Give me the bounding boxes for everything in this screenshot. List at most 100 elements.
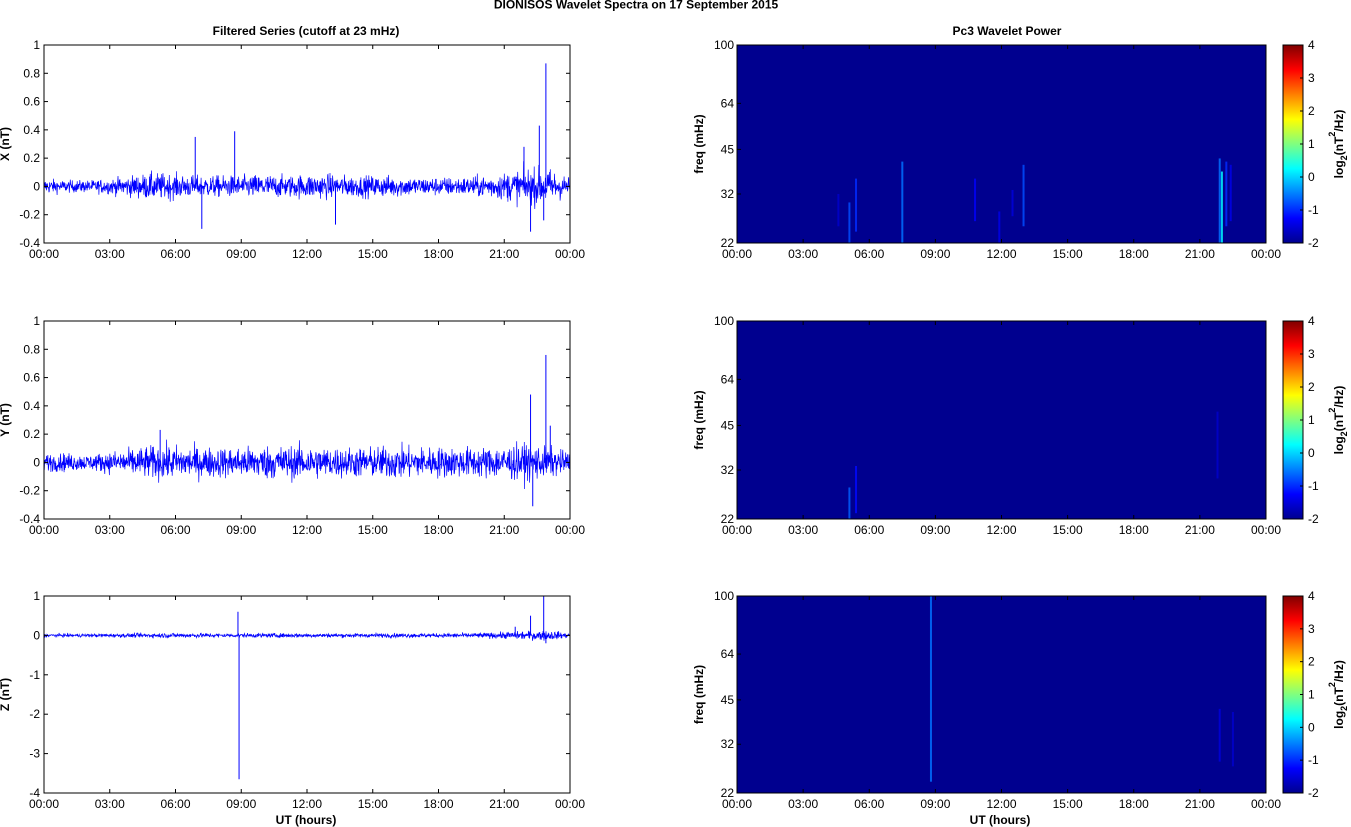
spectrum-x-power-feature: [1022, 164, 1025, 227]
spectrum-z-power-feature: [1231, 712, 1234, 767]
series-x-ytick-label: 0.8: [23, 66, 40, 80]
spectrum-y-background: [737, 321, 1266, 519]
colorbar-label-part: 2: [1327, 682, 1337, 687]
spectrum-z-colorbar-tick-label: -2: [1308, 786, 1319, 800]
colorbar-label-part: (nT: [1332, 687, 1346, 706]
spectrum-z-colorbar-tick-label: 0: [1308, 720, 1315, 734]
spectrum-y-colorbar-tick-label: -1: [1308, 479, 1319, 493]
series-x-ytick-label: -0.4: [19, 236, 40, 250]
spectrum-y-ylabel: freq (mHz): [692, 390, 706, 449]
series-z-ytick-label: 0: [33, 628, 40, 642]
spectrum-x-colorbar-tick-label: -2: [1308, 236, 1319, 250]
series-x-ytick-label: 1: [33, 38, 40, 52]
series-x-xtick-label: 06:00: [160, 247, 190, 261]
spectrum-z-xtick-label: 00:00: [722, 797, 752, 811]
series-z-ytick-label: -1: [29, 668, 40, 682]
colorbar-label-part: 2: [1327, 408, 1337, 413]
spectrum-z-colorbar-tick-label: 1: [1308, 688, 1315, 702]
spectrum-y-ytick-label: 32: [721, 463, 735, 477]
series-x-ytick-label: 0.4: [23, 123, 40, 137]
series-y-ytick-label: 0.6: [23, 371, 40, 385]
series-y-xtick-label: 21:00: [489, 523, 519, 537]
series-x-panel: -0.4 -0.2 0 0.2 0.4 0.6 0.8 1 00:00 03:00 06:00 09:…: [0, 38, 585, 261]
spectrum-y-power-feature: [1216, 411, 1219, 479]
series-x-xtick-label: 09:00: [226, 247, 256, 261]
series-y-xtick-label: 15:00: [358, 523, 388, 537]
series-y-ytick-label: 0.2: [23, 427, 40, 441]
series-y-ytick-label: 0: [33, 455, 40, 469]
series-y-xtick-label: 00:00: [29, 523, 59, 537]
colorbar-label-part: 2: [1327, 132, 1337, 137]
spectrum-z-ytick-label: 22: [721, 786, 735, 800]
series-z-ylabel: Z (nT): [0, 678, 12, 711]
series-x-ytick-label: 0: [33, 179, 40, 193]
spectrum-z-xtick-label: 15:00: [1053, 797, 1083, 811]
spectrum-z-power-feature: [1218, 708, 1221, 762]
spectrum-x-colorbar-tick-label: 3: [1308, 71, 1315, 85]
series-z-panel: -4 -3 -2 -1 0 1 00:00 03:00 06:00 09:00 12:00 15:00…: [0, 589, 585, 811]
colorbar-label-part: 2: [1339, 706, 1349, 711]
spectrum-x-xtick-label: 12:00: [986, 247, 1016, 261]
spectrum-y-xtick-label: 00:00: [722, 523, 752, 537]
series-x-xtick-label: 18:00: [423, 247, 453, 261]
spectrum-y-ytick-label: 22: [721, 512, 735, 526]
series-z-xtick-label: 18:00: [423, 797, 453, 811]
spectrum-x-ytick-label: 45: [721, 142, 735, 156]
spectrum-z-ytick-label: 32: [721, 737, 735, 751]
spectrum-z-colorbar-tick-label: 4: [1308, 589, 1315, 603]
series-z-plot-area: [44, 596, 570, 793]
spectrum-x-colorbar-tick-label: -1: [1308, 203, 1319, 217]
spectrum-x-xtick-label: 03:00: [788, 247, 818, 261]
series-x-xtick-label: 21:00: [489, 247, 519, 261]
colorbar-label-part: /Hz): [1332, 110, 1346, 132]
series-x-ytick-label: 0.6: [23, 95, 40, 109]
spectrum-x-power-feature: [1225, 161, 1228, 227]
spectrum-x-ylabel: freq (mHz): [692, 114, 706, 173]
spectrum-y-xtick-label: 09:00: [920, 523, 950, 537]
series-z-ytick-label: -2: [29, 707, 40, 721]
spectrum-y-colorbar-tick-label: -2: [1308, 512, 1319, 526]
series-y-xtick-label: 03:00: [95, 523, 125, 537]
spectrum-y-xtick-label: 03:00: [788, 523, 818, 537]
series-y-xtick-label: 00:00: [555, 523, 585, 537]
spectrum-y-colorbar-label: log2(nT2/Hz): [1327, 386, 1349, 455]
spectrum-z-colorbar-tick-label: 2: [1308, 655, 1315, 669]
colorbar-label-part: (nT: [1332, 136, 1346, 155]
spectrum-x-colorbar-tick-label: 1: [1308, 137, 1315, 151]
spectrum-y-colorbar-tick-label: 4: [1308, 314, 1315, 328]
series-y-ytick-label: 0.8: [23, 342, 40, 356]
spectrum-x-power-feature: [855, 178, 858, 232]
spectrum-x-power-feature: [1011, 189, 1014, 217]
series-y-plot-area: [44, 321, 570, 519]
colorbar-label-part: /Hz): [1332, 660, 1346, 682]
spectrum-z-colorbar-tick-label: -1: [1308, 753, 1319, 767]
spectrum-y-xtick-label: 12:00: [986, 523, 1016, 537]
spectrum-y-power-feature: [855, 465, 858, 514]
spectrum-z-colorbar-label: log2(nT2/Hz): [1327, 660, 1349, 729]
spectrum-z-xtick-label: 00:00: [1251, 797, 1281, 811]
spectrum-x-xtick-label: 06:00: [854, 247, 884, 261]
series-y-ytick-label: 1: [33, 314, 40, 328]
figure-title: DIONISOS Wavelet Spectra on 17 September…: [494, 0, 779, 12]
spectrum-x-power-feature: [837, 194, 840, 227]
spectrum-z-power-feature: [929, 596, 932, 782]
spectrum-y-ytick-label: 45: [721, 418, 735, 432]
series-x-xtick-label: 00:00: [555, 247, 585, 261]
series-z-xtick-label: 00:00: [29, 797, 59, 811]
series-y-ylabel: Y (nT): [0, 403, 12, 437]
series-z-ytick-label: -3: [29, 747, 40, 761]
series-x-ytick-label: 0.2: [23, 151, 40, 165]
spectrum-x-xtick-label: 09:00: [920, 247, 950, 261]
spectrum-z-background: [737, 596, 1266, 793]
series-y-trace: [43, 439, 571, 490]
spectrum-x-power-feature: [1229, 164, 1232, 222]
series-z-ytick-label: -4: [29, 786, 40, 800]
left-xlabel: UT (hours): [276, 813, 337, 827]
spectrum-x-power-feature: [848, 202, 851, 243]
series-x-trace: [43, 161, 571, 210]
colorbar-label-part: /Hz): [1332, 386, 1346, 408]
series-z-xtick-label: 06:00: [160, 797, 190, 811]
series-z-xtick-label: 00:00: [555, 797, 585, 811]
